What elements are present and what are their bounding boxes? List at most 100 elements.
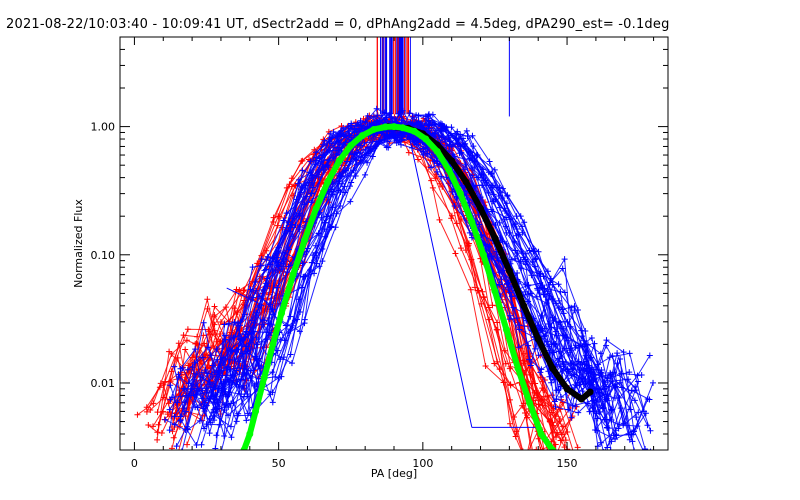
- blue-series-point: [275, 374, 282, 381]
- red-series-point: [522, 456, 528, 462]
- blue-series-point: [561, 345, 568, 352]
- blue-series-point: [453, 135, 460, 142]
- blue-series-point: [625, 376, 632, 383]
- blue-series-point: [253, 341, 260, 348]
- blue-series-line: [174, 108, 612, 425]
- blue-series-point: [219, 372, 226, 379]
- red-series-point: [436, 180, 443, 187]
- red-series-point: [554, 429, 561, 436]
- blue-series-point: [451, 203, 458, 210]
- blue-series-point: [569, 402, 576, 409]
- blue-series-point: [429, 111, 436, 118]
- blue-series-point: [591, 340, 598, 347]
- blue-series-point: [535, 248, 542, 255]
- red-series-point: [211, 303, 218, 310]
- blue-series-point: [177, 365, 184, 372]
- x-tick-label: 150: [557, 457, 578, 470]
- blue-series-point: [579, 378, 586, 385]
- blue-series-point: [181, 448, 183, 450]
- blue-series-point: [575, 409, 582, 416]
- blue-series-point: [184, 366, 191, 373]
- black-fit-point: [477, 204, 485, 212]
- red-series-point: [474, 287, 481, 294]
- red-series-point: [168, 445, 175, 450]
- blue-series-point: [214, 356, 221, 363]
- blue-series-point: [300, 274, 307, 281]
- blue-series-point: [525, 342, 532, 349]
- black-fit-point: [491, 234, 499, 242]
- green-fit-point: [502, 326, 510, 334]
- red-series-point: [494, 319, 501, 326]
- red-series-point: [270, 214, 277, 221]
- blue-series-point: [548, 379, 555, 386]
- red-series-point: [465, 242, 472, 249]
- blue-series-point: [335, 187, 342, 194]
- blue-series-point: [512, 255, 519, 262]
- green-fit-point: [324, 178, 332, 186]
- blue-series-point: [221, 432, 228, 439]
- blue-series-point: [280, 217, 287, 224]
- blue-series-point: [646, 352, 653, 359]
- blue-series-point: [213, 346, 220, 353]
- chart-title: 2021-08-22/10:03:40 - 10:09:41 UT, dSect…: [6, 17, 670, 32]
- blue-series-point: [496, 219, 503, 226]
- blue-series-point: [463, 127, 470, 134]
- blue-series-point: [301, 186, 308, 193]
- red-series-point: [274, 222, 281, 229]
- blue-series-point: [221, 321, 228, 328]
- blue-series-point: [565, 406, 572, 413]
- blue-series-point: [501, 205, 508, 212]
- blue-series-point: [243, 417, 250, 424]
- red-series-point: [182, 346, 189, 353]
- y-tick-label: 0.01: [91, 377, 116, 390]
- black-fit-point: [448, 157, 456, 165]
- blue-series-point: [252, 287, 259, 294]
- blue-series-point: [559, 265, 566, 272]
- blue-series-point: [292, 222, 299, 229]
- blue-series-point: [295, 226, 302, 233]
- blue-series-point: [351, 126, 358, 133]
- blue-series-point: [386, 110, 393, 117]
- blue-series-point: [199, 354, 206, 361]
- blue-series-point: [391, 135, 398, 142]
- blue-series-point: [397, 131, 404, 138]
- blue-series-point: [283, 224, 290, 231]
- blue-series-point: [226, 381, 233, 388]
- green-fit-point: [479, 251, 487, 259]
- blue-series-point: [414, 120, 421, 127]
- blue-series-point: [620, 349, 627, 356]
- blue-series-point: [552, 403, 559, 410]
- blue-series-point: [452, 135, 459, 142]
- blue-series-point: [559, 306, 566, 313]
- red-series-point: [222, 304, 229, 311]
- red-series-point: [184, 441, 191, 448]
- blue-series-point: [328, 140, 335, 147]
- blue-series-point: [298, 183, 305, 190]
- red-series-point: [506, 365, 513, 372]
- red-series-point: [574, 444, 581, 450]
- blue-series-point: [383, 114, 390, 121]
- blue-series-point: [508, 293, 515, 300]
- blue-series-point: [262, 266, 269, 273]
- blue-series-point: [171, 413, 178, 420]
- green-fit-line: [241, 123, 556, 450]
- blue-series-point: [318, 158, 325, 165]
- blue-series-point: [289, 322, 296, 329]
- green-fit-point: [549, 446, 557, 450]
- blue-series-point: [211, 417, 218, 424]
- blue-series-point: [362, 124, 369, 131]
- red-series-point: [452, 250, 459, 257]
- green-fit-point: [433, 147, 441, 155]
- red-series-point: [429, 184, 436, 191]
- blue-series-point: [544, 268, 551, 275]
- red-series-point: [204, 296, 211, 303]
- blue-series-point: [617, 355, 624, 362]
- green-fit-point: [312, 204, 320, 212]
- blue-series-point: [192, 404, 199, 411]
- red-series-point: [190, 352, 197, 359]
- blue-series-point: [221, 332, 228, 339]
- blue-series-point: [507, 312, 514, 319]
- red-series-point: [211, 313, 218, 320]
- blue-series-point: [285, 263, 292, 270]
- blue-series-point: [225, 404, 232, 411]
